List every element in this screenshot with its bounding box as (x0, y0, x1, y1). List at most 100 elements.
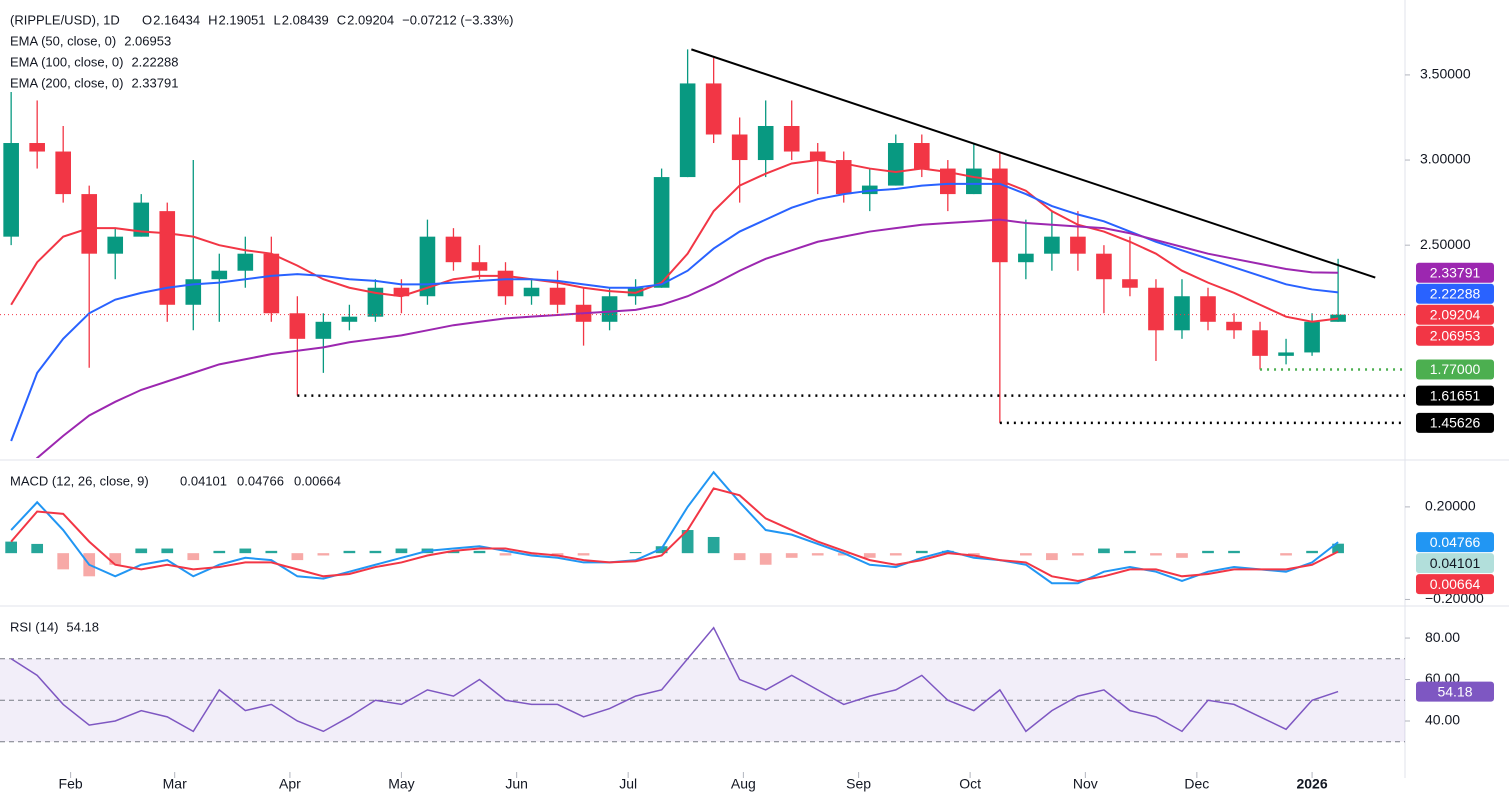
ema-line (35, 218, 1339, 458)
candle-body (601, 296, 618, 322)
candle-body (679, 83, 696, 178)
candle-body (107, 236, 124, 254)
price-tag (1416, 359, 1494, 380)
candle-body (289, 313, 306, 339)
macd-histogram-bar (1228, 550, 1240, 554)
macd-line (10, 470, 1339, 585)
ema-line (10, 182, 1339, 442)
candle-body (992, 168, 1008, 263)
macd-histogram-bar (1124, 550, 1136, 554)
change: −0.07212 (−3.33%) (402, 12, 513, 27)
ema-legend-value: 2.06953 (124, 33, 171, 48)
candle-body (367, 287, 384, 317)
macd-histogram-bar (1332, 543, 1344, 554)
macd-histogram-bar (785, 553, 798, 558)
x-tick-label: 2026 (1296, 776, 1327, 792)
ema-legend: EMA (50, close, 0) (10, 33, 116, 48)
candle-body (1018, 253, 1034, 263)
y-tick-label: 80.00 (1425, 629, 1460, 645)
ema-legend: EMA (100, close, 0) (10, 54, 123, 69)
candle-body (55, 151, 71, 195)
macd-histogram-bar (863, 553, 876, 558)
macd-histogram-bar (213, 550, 226, 554)
candle-body (1044, 236, 1060, 254)
macd-histogram-bar (655, 546, 668, 554)
price-tag-label: 1.77000 (1430, 361, 1481, 377)
y-tick-label: 0.20000 (1425, 498, 1476, 514)
ohlc-label: O (142, 12, 152, 27)
ohlc-label: H (208, 12, 217, 27)
candle-body (1278, 352, 1294, 356)
y-tick-label: 40.00 (1425, 712, 1460, 728)
candle-body (705, 83, 722, 135)
indicator-tag (1416, 553, 1494, 574)
candle-body (445, 236, 462, 263)
y-tick-label: 3.00000 (1420, 151, 1471, 167)
macd-legend-value: 0.04101 (180, 473, 227, 488)
candle-body (1096, 253, 1112, 280)
ohlc-label: C (337, 12, 346, 27)
macd-histogram-bar (1020, 553, 1032, 556)
candle-body (809, 151, 826, 161)
macd-histogram-bar (733, 553, 746, 561)
macd-histogram-bar (265, 550, 278, 554)
candle-body (653, 177, 670, 288)
ohlc-value: 2.08439 (282, 12, 329, 27)
x-tick-label: Dec (1184, 776, 1209, 792)
macd-histogram-bar (395, 548, 408, 554)
rsi-legend-value: 54.18 (66, 619, 99, 634)
candle-body (1148, 287, 1164, 331)
macd-histogram-bar (135, 548, 148, 554)
candle-body (211, 270, 228, 280)
ema-legend: EMA (200, close, 0) (10, 75, 123, 90)
macd-histogram-bar (941, 550, 954, 554)
macd-histogram-bar (239, 548, 252, 554)
macd-histogram-bar (915, 550, 928, 554)
macd-histogram-bar (57, 553, 70, 570)
y-tick-label: 2.50000 (1420, 236, 1471, 252)
macd-histogram-bar (343, 550, 356, 554)
macd-histogram-bar (811, 553, 824, 556)
price-tag (1416, 412, 1494, 433)
candle-body (887, 143, 904, 186)
macd-histogram-bar (1072, 553, 1084, 556)
candle-body (315, 321, 332, 339)
candle-body (940, 168, 956, 195)
candle-body (783, 125, 800, 152)
macd-legend-value: 0.04766 (237, 473, 284, 488)
candle-body (471, 262, 488, 271)
macd-histogram-bar (1150, 553, 1162, 556)
macd-histogram-bar (707, 536, 720, 554)
indicator-tag (1416, 574, 1494, 595)
ohlc-label: L (274, 12, 281, 27)
price-tag (1416, 283, 1494, 304)
ema-line (10, 159, 1339, 323)
ema-legend-value: 2.22288 (131, 54, 178, 69)
candle-body (757, 125, 774, 161)
x-tick-label: Aug (731, 776, 756, 792)
price-tag-label: 1.61651 (1430, 387, 1481, 403)
indicator-tag-label: 0.00664 (1430, 576, 1481, 592)
macd-histogram-bar (499, 553, 512, 556)
price-plot (3, 49, 1346, 458)
indicator-tag (1416, 681, 1494, 702)
macd-histogram-bar (1098, 548, 1110, 554)
candle-body (341, 316, 358, 322)
macd-histogram-bar (551, 553, 564, 556)
macd-histogram-bar (577, 553, 590, 556)
candle-body (966, 168, 982, 195)
macd-histogram-bar (889, 553, 902, 556)
macd-histogram-bar (31, 543, 44, 554)
ohlc-value: 2.19051 (219, 12, 266, 27)
trendline (691, 48, 1376, 279)
macd-line (10, 487, 1339, 582)
macd-histogram-bar (525, 553, 538, 556)
candle-body (549, 287, 566, 305)
candle-body (81, 194, 98, 254)
macd-histogram-bar (759, 553, 772, 565)
x-tick-label: Sep (846, 776, 871, 792)
indicator-tag-label: 0.04101 (1430, 555, 1481, 571)
candle-body (913, 143, 930, 169)
x-tick-label: Apr (279, 776, 301, 792)
